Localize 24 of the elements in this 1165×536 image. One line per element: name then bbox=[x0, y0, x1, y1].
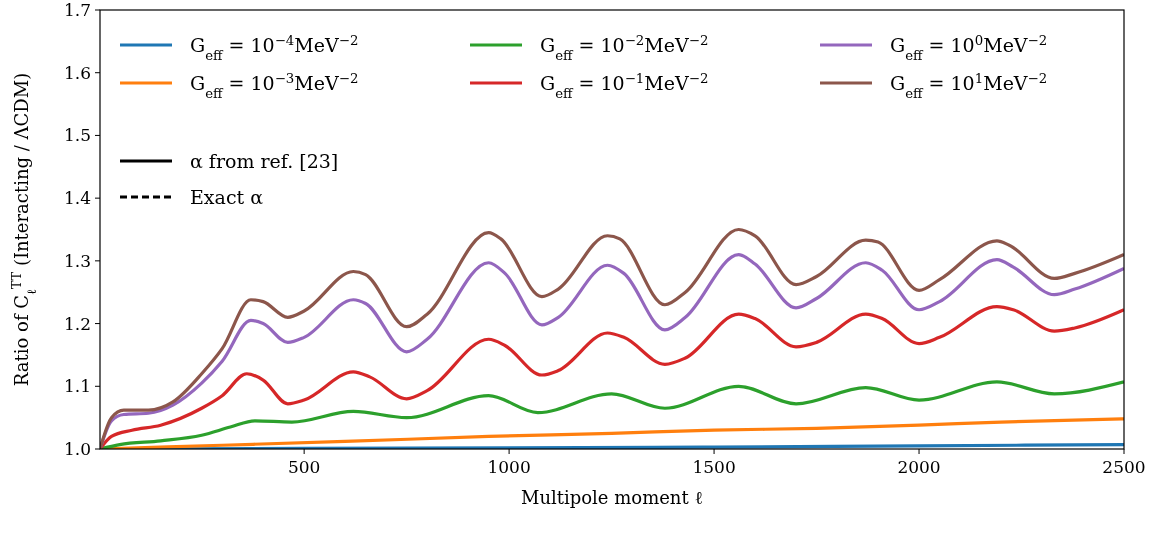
y-tick-label: 1.3 bbox=[63, 250, 91, 271]
y-tick-label: 1.1 bbox=[63, 376, 91, 397]
legend-label: G$_{eff}$ = 10$^{1}$MeV$^{−2}$ bbox=[890, 70, 1048, 101]
y-tick-label: 1.6 bbox=[63, 62, 91, 83]
y-tick-label: 1.5 bbox=[63, 125, 91, 146]
legend-label: G$_{eff}$ = 10$^{0}$MeV$^{−2}$ bbox=[890, 32, 1048, 63]
x-axis-title: Multipole moment ℓ bbox=[520, 487, 704, 508]
line-series bbox=[100, 380, 1124, 449]
y-tick-label: 1.7 bbox=[63, 0, 91, 20]
legend-label: G$_{eff}$ = 10$^{−4}$MeV$^{−2}$ bbox=[190, 32, 359, 63]
legend-label: G$_{eff}$ = 10$^{−2}$MeV$^{−2}$ bbox=[540, 32, 709, 63]
x-tick-label: 500 bbox=[287, 457, 321, 477]
y-tick-label: 1.2 bbox=[63, 313, 91, 334]
y-tick-label: 1.4 bbox=[63, 188, 91, 209]
x-tick-label: 1500 bbox=[692, 457, 736, 477]
annotation: α from ref. [23] bbox=[190, 150, 339, 172]
y-tick-label: 1.0 bbox=[63, 439, 91, 459]
legend-label: G$_{eff}$ = 10$^{−3}$MeV$^{−2}$ bbox=[190, 70, 359, 101]
x-tick-label: 2000 bbox=[897, 457, 941, 477]
x-tick-label: 2500 bbox=[1102, 457, 1146, 477]
line-series bbox=[100, 305, 1124, 449]
legend-label: G$_{eff}$ = 10$^{−1}$MeV$^{−2}$ bbox=[540, 70, 709, 101]
x-tick-label: 1000 bbox=[487, 457, 531, 477]
annotation: Exact α bbox=[190, 186, 264, 208]
